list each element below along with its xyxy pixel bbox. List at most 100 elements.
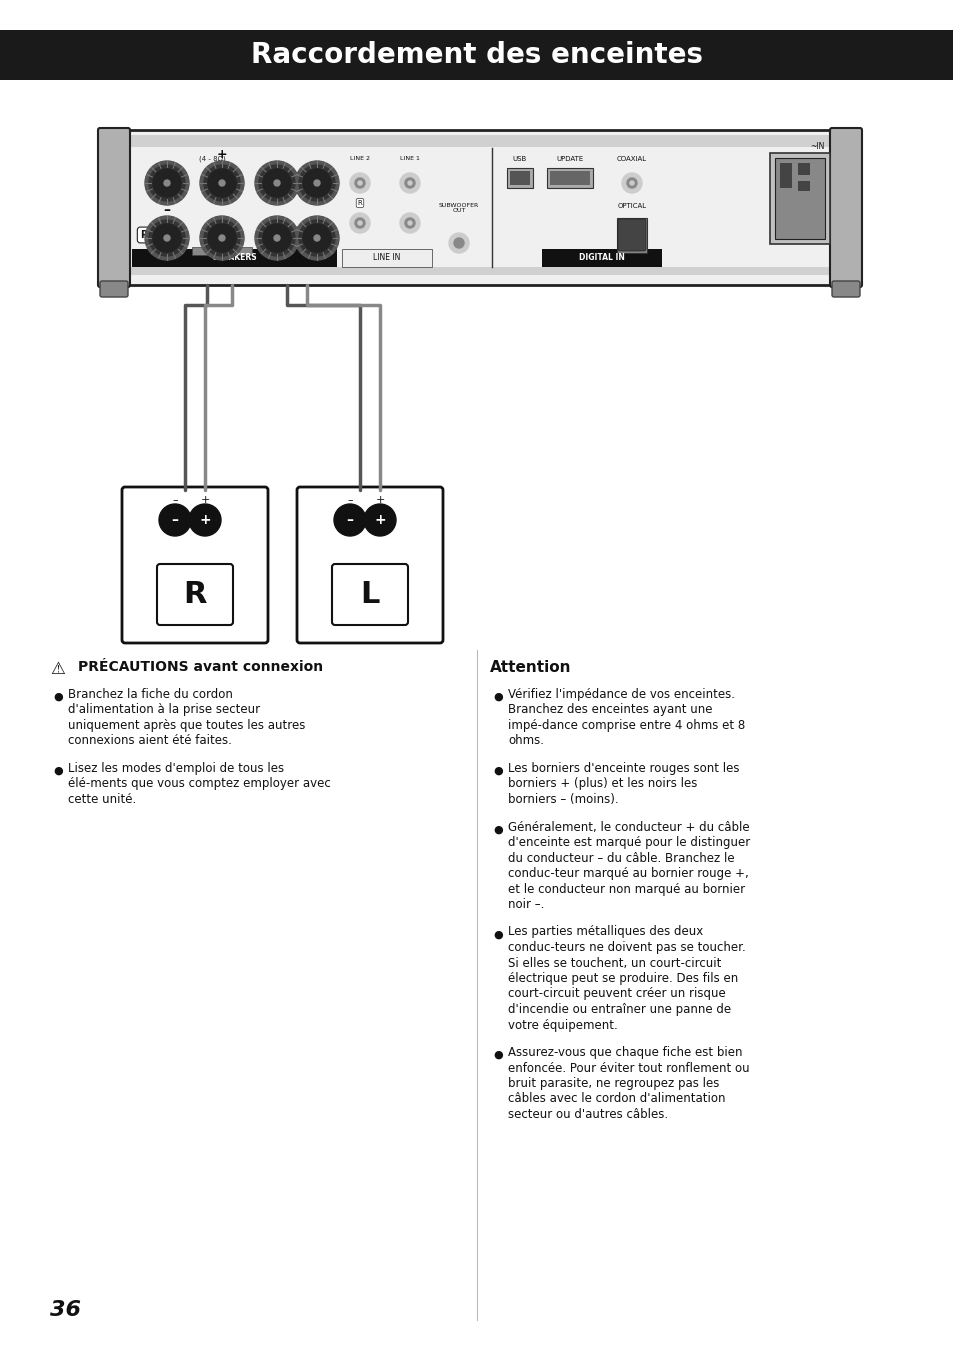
Text: Les borniers d'enceinte rouges sont les: Les borniers d'enceinte rouges sont les [507,762,739,774]
Bar [100,130,859,284]
Circle shape [254,217,298,260]
Bar [105,267,854,275]
FancyBboxPatch shape [98,129,130,287]
Text: votre équipement.: votre équipement. [507,1018,618,1032]
Circle shape [399,173,419,194]
Bar [341,249,432,267]
Text: COAXIAL: COAXIAL [617,156,646,162]
Text: –: – [347,496,353,505]
Circle shape [159,504,191,536]
Text: conduc-teur marqué au bornier rouge +,: conduc-teur marqué au bornier rouge +, [507,867,748,880]
Text: PRÉCAUTIONS avant connexion: PRÉCAUTIONS avant connexion [78,659,323,674]
Circle shape [208,169,235,196]
Circle shape [334,504,366,536]
Circle shape [219,236,225,241]
Circle shape [145,217,189,260]
Text: Lisez les modes d'emploi de tous les: Lisez les modes d'emploi de tous les [68,762,284,774]
FancyBboxPatch shape [618,219,645,250]
Text: ●: ● [53,766,63,776]
Circle shape [405,177,415,188]
Text: ●: ● [493,1049,502,1060]
Bar [510,171,530,185]
Text: Attention: Attention [490,659,571,676]
Bar [192,246,252,255]
Bar [0,30,953,80]
FancyBboxPatch shape [829,129,862,287]
Circle shape [357,181,361,185]
Circle shape [303,223,331,252]
Text: secteur ou d'autres câbles.: secteur ou d'autres câbles. [507,1108,667,1121]
Text: +: + [200,496,210,505]
Circle shape [274,236,280,241]
Circle shape [350,213,370,233]
Text: DIGITAL IN: DIGITAL IN [578,253,624,263]
Circle shape [408,221,412,225]
Text: +: + [199,513,211,527]
Text: ●: ● [493,825,502,834]
Circle shape [399,213,419,233]
FancyBboxPatch shape [332,565,408,626]
FancyBboxPatch shape [831,282,859,297]
Circle shape [152,169,181,196]
Text: Raccordement des enceintes: Raccordement des enceintes [251,41,702,69]
Text: LINE 2: LINE 2 [350,156,370,161]
Text: –: – [163,203,171,217]
Circle shape [204,165,240,200]
FancyBboxPatch shape [100,282,128,297]
FancyBboxPatch shape [157,565,233,626]
Circle shape [204,219,240,256]
Bar [541,249,661,267]
Text: borniers – (moins).: borniers – (moins). [507,793,618,806]
Text: cette unité.: cette unité. [68,793,136,806]
Text: L: L [296,230,303,240]
Text: –: – [172,496,177,505]
Text: enfoncée. Pour éviter tout ronflement ou: enfoncée. Pour éviter tout ronflement ou [507,1062,749,1075]
Text: ⚠: ⚠ [50,659,65,678]
Bar [780,162,791,188]
Circle shape [208,223,235,252]
Circle shape [200,161,244,204]
Text: Les parties métalliques des deux: Les parties métalliques des deux [507,926,702,938]
Text: LINE 1: LINE 1 [399,156,419,161]
Text: court-circuit peuvent créer un risque: court-circuit peuvent créer un risque [507,987,725,1001]
Text: bruit parasite, ne regroupez pas les: bruit parasite, ne regroupez pas les [507,1076,719,1090]
Text: +: + [375,496,384,505]
Circle shape [314,180,319,185]
Circle shape [219,180,225,185]
Text: Branchez la fiche du cordon: Branchez la fiche du cordon [68,688,233,701]
Text: Branchez des enceintes ayant une: Branchez des enceintes ayant une [507,704,712,716]
Text: Si elles se touchent, un court-circuit: Si elles se touchent, un court-circuit [507,956,720,969]
Circle shape [149,165,185,200]
Text: L: L [360,580,379,609]
Text: R: R [357,200,362,206]
Circle shape [303,169,331,196]
Circle shape [350,173,370,194]
Text: R: R [140,230,148,240]
Circle shape [149,219,185,256]
Circle shape [626,177,637,188]
Text: (4 - 8Ω): (4 - 8Ω) [198,156,225,162]
Text: câbles avec le cordon d'alimentation: câbles avec le cordon d'alimentation [507,1093,724,1105]
Circle shape [164,180,170,185]
Circle shape [621,173,641,194]
Circle shape [200,217,244,260]
Circle shape [189,504,221,536]
Bar [132,249,336,267]
Bar [546,168,593,188]
Circle shape [152,223,181,252]
Text: Vérifiez l'impédance de vos enceintes.: Vérifiez l'impédance de vos enceintes. [507,688,734,701]
Text: élé-ments que vous comptez employer avec: élé-ments que vous comptez employer avec [68,777,331,791]
Circle shape [314,236,319,241]
Circle shape [454,238,463,248]
Bar [506,168,533,188]
Bar [769,153,829,244]
Bar [797,181,809,191]
Circle shape [629,181,634,185]
Circle shape [355,177,365,188]
Text: ~IN: ~IN [810,142,824,152]
Circle shape [274,180,280,185]
Circle shape [355,218,365,227]
Text: noir –.: noir –. [507,898,544,911]
Text: UPDATE: UPDATE [556,156,583,162]
Text: d'alimentation à la prise secteur: d'alimentation à la prise secteur [68,704,260,716]
